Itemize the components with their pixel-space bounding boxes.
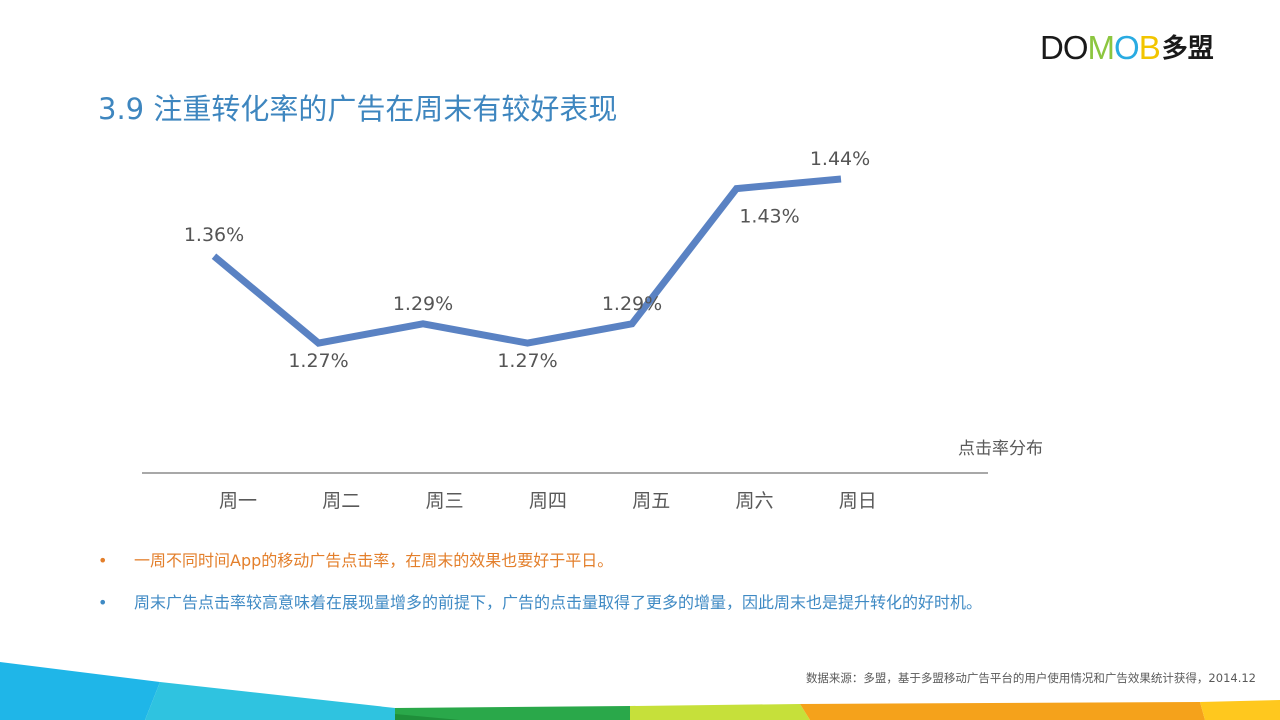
data-label: 1.36% <box>184 224 244 246</box>
bullet-mark: • <box>98 593 108 612</box>
data-label: 1.27% <box>288 350 348 372</box>
logo-cn-text: 多盟 <box>1161 34 1214 64</box>
bullet-mark: • <box>98 551 108 570</box>
logo-letter: B <box>1138 29 1161 66</box>
logo-letter: D <box>1040 29 1064 66</box>
domob-logo: DOMOB多盟 <box>1040 28 1214 69</box>
data-label: 1.43% <box>739 206 799 228</box>
logo-letter: M <box>1087 29 1115 66</box>
bullet-item-2: • 周末广告点击率较高意味着在展现量增多的前提下，广告的点击量取得了更多的增量，因… <box>98 589 982 613</box>
logo-letter: O <box>1062 29 1089 66</box>
series-line <box>211 175 842 347</box>
data-label: 1.29% <box>602 293 662 315</box>
bullet-item-1: • 一周不同时间App的移动广告点击率，在周末的效果也要好于平日。 <box>98 547 613 571</box>
data-label: 1.27% <box>497 350 557 372</box>
category-label: 周日 <box>839 490 877 512</box>
source-note: 数据来源：多盟，基于多盟移动广告平台的用户使用情况和广告效果统计获得，2014.… <box>805 671 1256 685</box>
chart-caption: 点击率分布 <box>958 439 1043 459</box>
category-label: 周三 <box>426 490 464 512</box>
data-label: 1.29% <box>393 293 453 315</box>
category-label: 周一 <box>219 490 257 512</box>
category-label: 周四 <box>529 490 567 512</box>
category-label: 周二 <box>322 490 360 512</box>
bullet-text: 一周不同时间App的移动广告点击率，在周末的效果也要好于平日。 <box>134 551 614 570</box>
category-label: 周五 <box>632 490 670 512</box>
logo-letter: O <box>1114 29 1140 66</box>
data-label: 1.44% <box>810 148 870 170</box>
category-label: 周六 <box>735 490 773 512</box>
bullet-text: 周末广告点击率较高意味着在展现量增多的前提下，广告的点击量取得了更多的增量，因此… <box>134 593 983 612</box>
page-title: 3.9 注重转化率的广告在周末有较好表现 <box>98 92 618 126</box>
